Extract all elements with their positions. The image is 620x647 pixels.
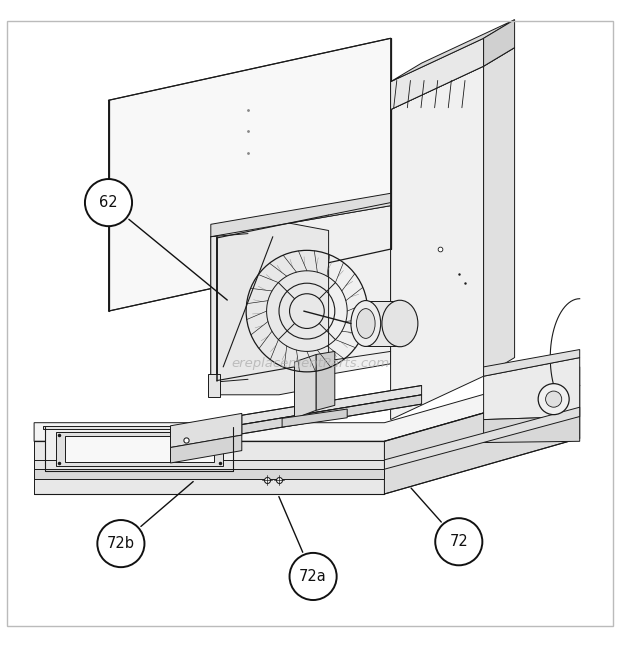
Polygon shape <box>484 349 580 376</box>
Text: 72: 72 <box>450 534 468 549</box>
Circle shape <box>97 520 144 567</box>
Circle shape <box>290 294 324 329</box>
Text: 62: 62 <box>99 195 118 210</box>
Ellipse shape <box>382 300 418 347</box>
Polygon shape <box>34 441 384 494</box>
Polygon shape <box>366 301 400 346</box>
Polygon shape <box>282 409 347 427</box>
Circle shape <box>435 518 482 565</box>
Polygon shape <box>484 19 515 66</box>
Polygon shape <box>208 375 220 397</box>
Polygon shape <box>56 432 223 466</box>
Polygon shape <box>294 355 316 419</box>
Ellipse shape <box>351 301 381 346</box>
Polygon shape <box>43 426 236 429</box>
Circle shape <box>538 384 569 415</box>
Polygon shape <box>211 221 329 395</box>
Polygon shape <box>484 417 580 443</box>
Polygon shape <box>211 193 391 237</box>
Polygon shape <box>391 19 515 82</box>
Polygon shape <box>34 367 580 441</box>
Polygon shape <box>384 386 580 494</box>
Polygon shape <box>170 435 242 463</box>
Polygon shape <box>242 386 422 424</box>
Circle shape <box>85 179 132 226</box>
Polygon shape <box>108 38 391 311</box>
Polygon shape <box>391 66 484 420</box>
Polygon shape <box>391 38 484 109</box>
Polygon shape <box>484 48 515 376</box>
Text: 72b: 72b <box>107 536 135 551</box>
Polygon shape <box>484 358 580 420</box>
Text: 72a: 72a <box>299 569 327 584</box>
Polygon shape <box>316 351 335 410</box>
Polygon shape <box>391 48 515 109</box>
Polygon shape <box>65 436 214 462</box>
Ellipse shape <box>356 309 375 338</box>
Polygon shape <box>34 469 384 479</box>
Polygon shape <box>45 427 232 471</box>
Circle shape <box>290 553 337 600</box>
Polygon shape <box>242 395 422 434</box>
Circle shape <box>546 391 562 407</box>
Polygon shape <box>384 407 580 469</box>
Polygon shape <box>170 413 242 448</box>
Polygon shape <box>34 460 384 469</box>
Polygon shape <box>211 206 391 395</box>
Text: ereplacementParts.com: ereplacementParts.com <box>231 357 389 370</box>
